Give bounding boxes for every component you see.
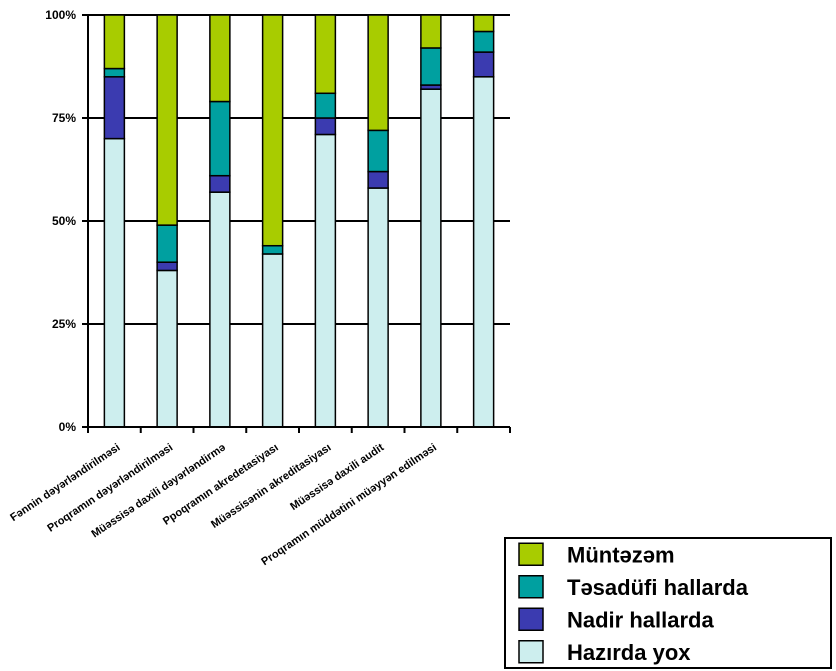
bar-segment: [420, 88, 442, 428]
bar-segment: [314, 14, 337, 95]
legend-swatch: [518, 575, 544, 599]
bar-segment: [420, 14, 442, 49]
legend-swatch: [518, 640, 544, 664]
bar-segment: [209, 174, 231, 193]
bar-segment: [314, 117, 337, 136]
bar-segment: [209, 191, 231, 428]
bar-segment: [156, 261, 178, 272]
axes: [82, 14, 511, 433]
y-tick-label: 75%: [52, 111, 76, 125]
bar-segment: [156, 14, 178, 226]
bar-segment: [420, 47, 442, 86]
legend-swatch: [518, 542, 544, 566]
bar-segment: [209, 100, 231, 177]
legend-box: [504, 537, 832, 669]
bar-segment: [156, 269, 178, 428]
legend-label: Təsadüfi hallarda: [567, 575, 749, 600]
legend-label: Müntəzəm: [567, 542, 675, 567]
bar-segment: [367, 129, 389, 173]
bar-segment: [103, 14, 126, 70]
y-tick-label: 0%: [59, 420, 77, 434]
bar-segment: [472, 76, 495, 428]
legend-label: Nadir hallarda: [567, 607, 714, 632]
legend-label: Hazırda yox: [567, 640, 691, 665]
y-tick-label: 50%: [52, 214, 76, 228]
y-tick-label: 25%: [52, 317, 76, 331]
y-tick-label: 100%: [45, 8, 76, 22]
bar-segment: [209, 14, 231, 103]
bar-segment: [367, 170, 389, 189]
bar-segment: [156, 224, 178, 263]
bar-segment: [103, 76, 126, 140]
category-label: Müəssisə daxili audit: [288, 441, 386, 513]
bar-segment: [261, 253, 284, 428]
bar-segment: [314, 92, 337, 119]
bar-segment: [367, 187, 389, 428]
grid-lines: [88, 14, 510, 428]
bar-segment: [103, 67, 126, 78]
bar-segment: [472, 51, 495, 78]
bar-segment: [103, 137, 126, 428]
legend-swatch: [518, 607, 544, 631]
bar-segment: [472, 14, 495, 33]
bar-segment: [314, 133, 337, 428]
bar-segment: [261, 14, 284, 247]
bar-segment: [367, 14, 389, 132]
legend: Müntəzəm Təsadüfi hallarda Nadir hallarda H…: [504, 537, 832, 669]
category-label: Proqramın müddətini müəyyən edilməsi: [259, 442, 439, 569]
bar-segment: [472, 30, 495, 53]
bar-segment: [261, 244, 284, 255]
